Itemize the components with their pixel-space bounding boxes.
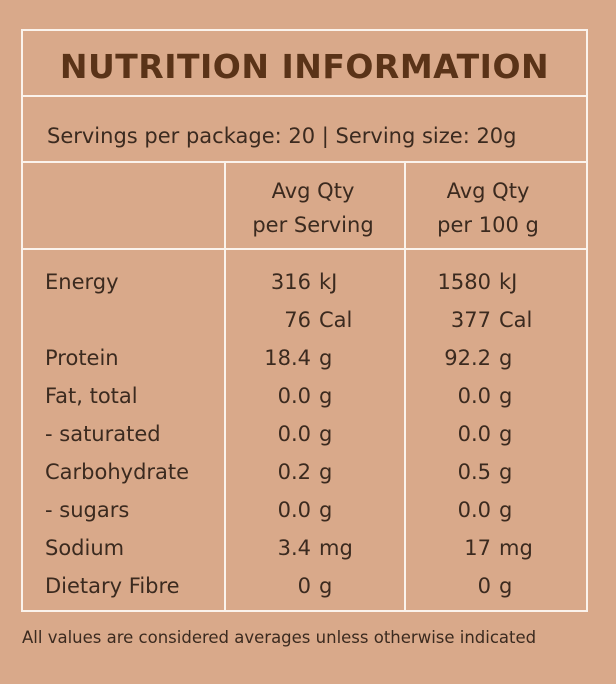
per-serving-value: 0 [297, 574, 311, 598]
divider-col-2 [404, 161, 406, 610]
per-100g-unit: mg [499, 536, 533, 560]
nutrition-panel: NUTRITION INFORMATION Servings per packa… [21, 29, 588, 612]
per-100g-unit: g [499, 460, 513, 484]
per-100g-value: 0.0 [457, 498, 491, 522]
per-serving-unit: g [319, 422, 333, 446]
per-100g-value: 92.2 [444, 346, 491, 370]
per-serving-value: 18.4 [264, 346, 311, 370]
per-100g-unit: g [499, 384, 513, 408]
per-100g-value: 1580 [437, 270, 491, 294]
per-serving-value: 0.0 [277, 384, 311, 408]
per-serving-value: 316 [270, 270, 311, 294]
per-serving-value: 0.2 [277, 460, 311, 484]
per-100g-value: 0 [477, 574, 491, 598]
per-serving-value: 76 [284, 308, 311, 332]
nutrient-label: Energy [45, 270, 119, 294]
servings-line: Servings per package: 20 | Serving size:… [47, 124, 517, 148]
per-serving-unit: Cal [319, 308, 353, 332]
per-100g-value: 17 [464, 536, 491, 560]
nutrient-label: Carbohydrate [45, 460, 190, 484]
per-serving-unit: g [319, 460, 333, 484]
per-serving-unit: g [319, 346, 333, 370]
per-serving-unit: mg [319, 536, 353, 560]
col-header-per-serving: Avg Qty per Serving [228, 174, 398, 242]
per-serving-unit: kJ [319, 270, 338, 294]
per-serving-value: 0.0 [277, 498, 311, 522]
per-serving-value: 0.0 [277, 422, 311, 446]
panel-title: NUTRITION INFORMATION [59, 47, 550, 86]
divider-col-1 [224, 161, 226, 610]
per-100g-unit: Cal [499, 308, 533, 332]
nutrient-label: Sodium [45, 536, 125, 560]
col-header-line: per 100 g [437, 213, 539, 237]
col-header-line: Avg Qty [446, 179, 530, 203]
nutrient-label: - saturated [45, 422, 161, 446]
nutrient-label: Fat, total [45, 384, 138, 408]
per-serving-unit: g [319, 384, 333, 408]
per-serving-value: 3.4 [277, 536, 311, 560]
divider-title [23, 95, 586, 97]
col-header-per-100g: Avg Qty per 100 g [408, 174, 568, 242]
col-header-line: per Serving [252, 213, 374, 237]
per-100g-unit: g [499, 574, 513, 598]
divider-servings [23, 161, 586, 163]
per-100g-value: 0.0 [457, 384, 491, 408]
per-serving-unit: g [319, 498, 333, 522]
per-100g-unit: g [499, 498, 513, 522]
per-100g-value: 0.0 [457, 422, 491, 446]
per-serving-unit: g [319, 574, 333, 598]
per-100g-unit: g [499, 422, 513, 446]
per-100g-value: 377 [450, 308, 491, 332]
per-100g-unit: kJ [499, 270, 518, 294]
divider-header [23, 248, 586, 250]
nutrient-label: Protein [45, 346, 119, 370]
nutrient-label: Dietary Fibre [45, 574, 180, 598]
per-100g-value: 0.5 [457, 460, 491, 484]
footer-note: All values are considered averages unles… [22, 628, 537, 647]
col-header-line: Avg Qty [271, 179, 355, 203]
per-100g-unit: g [499, 346, 513, 370]
nutrient-label: - sugars [45, 498, 130, 522]
